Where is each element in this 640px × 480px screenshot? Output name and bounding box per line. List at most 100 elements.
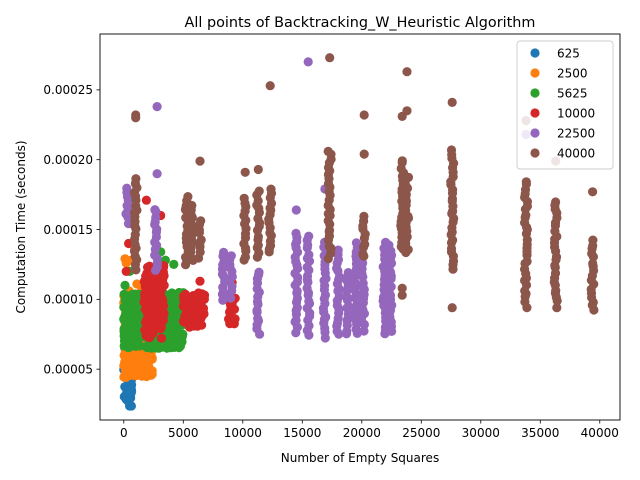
data-point — [140, 288, 150, 299]
legend-marker — [530, 68, 540, 78]
data-point — [122, 183, 132, 193]
data-point — [397, 290, 407, 300]
data-point — [253, 164, 263, 175]
data-point — [195, 276, 205, 286]
legend: 625 2500 5625 10000 22500 40000 — [516, 40, 614, 170]
data-point — [325, 53, 335, 63]
legend-marker — [530, 88, 540, 98]
data-point — [120, 332, 130, 342]
data-point — [150, 205, 160, 215]
data-point — [229, 317, 239, 327]
data-point — [177, 337, 187, 347]
data-point — [195, 156, 205, 166]
data-point — [143, 262, 154, 272]
data-point — [138, 353, 148, 363]
data-point — [152, 102, 162, 112]
data-point — [131, 113, 141, 123]
data-point — [121, 266, 131, 276]
data-point — [196, 216, 206, 226]
data-point — [120, 280, 130, 290]
data-point — [552, 303, 562, 313]
data-point — [124, 389, 134, 399]
data-point — [148, 310, 158, 320]
x-axis-label: Number of Empty Squares — [281, 451, 439, 465]
data-point — [323, 146, 333, 156]
data-point — [447, 303, 457, 313]
data-point — [120, 310, 131, 320]
legend-marker — [530, 148, 540, 158]
series-22500 — [121, 57, 531, 343]
x-tick-label: 0 — [120, 426, 128, 440]
y-tick-label: 0.00005 — [43, 362, 93, 376]
data-point — [447, 97, 457, 107]
data-point — [131, 370, 141, 381]
data-point — [351, 238, 361, 248]
legend-marker — [530, 128, 540, 138]
data-point — [154, 277, 164, 288]
legend-marker — [530, 108, 540, 118]
data-point — [265, 81, 275, 91]
data-point — [165, 328, 175, 338]
data-point — [196, 235, 206, 245]
data-point — [152, 169, 162, 179]
data-point — [226, 251, 236, 261]
data-point — [126, 319, 136, 329]
legend-marker — [530, 48, 540, 58]
data-point — [124, 369, 134, 379]
data-point — [187, 200, 197, 211]
data-point — [127, 360, 137, 370]
data-point — [359, 211, 369, 221]
data-point — [402, 67, 412, 77]
legend-label: 5625 — [557, 87, 588, 101]
data-point — [446, 145, 457, 155]
data-point — [291, 228, 301, 238]
x-tick-label: 5000 — [168, 426, 199, 440]
data-point — [183, 192, 193, 202]
y-axis-label: Computation Time (seconds) — [14, 140, 28, 313]
data-point — [124, 291, 134, 301]
data-point — [154, 343, 164, 353]
data-point — [156, 333, 167, 343]
x-tick-label: 25000 — [402, 426, 440, 440]
scatter-points — [119, 53, 599, 411]
data-point — [149, 318, 160, 328]
data-point — [129, 332, 139, 342]
data-point — [156, 308, 166, 318]
data-point — [158, 295, 168, 305]
data-point — [291, 205, 301, 215]
x-tick-label: 15000 — [283, 426, 321, 440]
data-point — [194, 290, 204, 300]
data-point — [125, 303, 135, 313]
data-point — [132, 279, 142, 289]
data-point — [384, 240, 394, 250]
data-point — [156, 322, 166, 332]
data-point — [403, 172, 414, 182]
legend-box — [516, 40, 614, 170]
y-tick-label: 0.00015 — [43, 223, 93, 237]
legend-label: 10000 — [557, 107, 595, 121]
data-point — [123, 343, 133, 353]
data-point — [240, 167, 250, 177]
data-point — [131, 174, 141, 184]
data-point — [168, 320, 178, 330]
data-point — [146, 366, 156, 376]
data-point — [128, 310, 138, 320]
legend-label: 22500 — [557, 127, 595, 141]
axes: 0 5000 10000 15000 20000 25000 30000 35000 40000… — [43, 83, 618, 440]
data-point — [359, 149, 369, 159]
data-point — [138, 368, 148, 379]
y-tick-label: 0.00020 — [43, 153, 93, 167]
data-point — [359, 326, 369, 336]
data-point — [333, 245, 343, 255]
y-tick-label: 0.00025 — [43, 83, 93, 97]
chart-title: All points of Backtracking_W_Heuristic A… — [185, 15, 536, 31]
data-point — [148, 328, 158, 338]
data-point — [153, 287, 163, 297]
data-point — [239, 193, 249, 203]
data-point — [343, 268, 353, 278]
data-point — [141, 331, 151, 341]
legend-label: 40000 — [557, 147, 595, 161]
data-point — [521, 177, 531, 187]
data-point — [141, 318, 151, 328]
data-point — [397, 156, 407, 166]
